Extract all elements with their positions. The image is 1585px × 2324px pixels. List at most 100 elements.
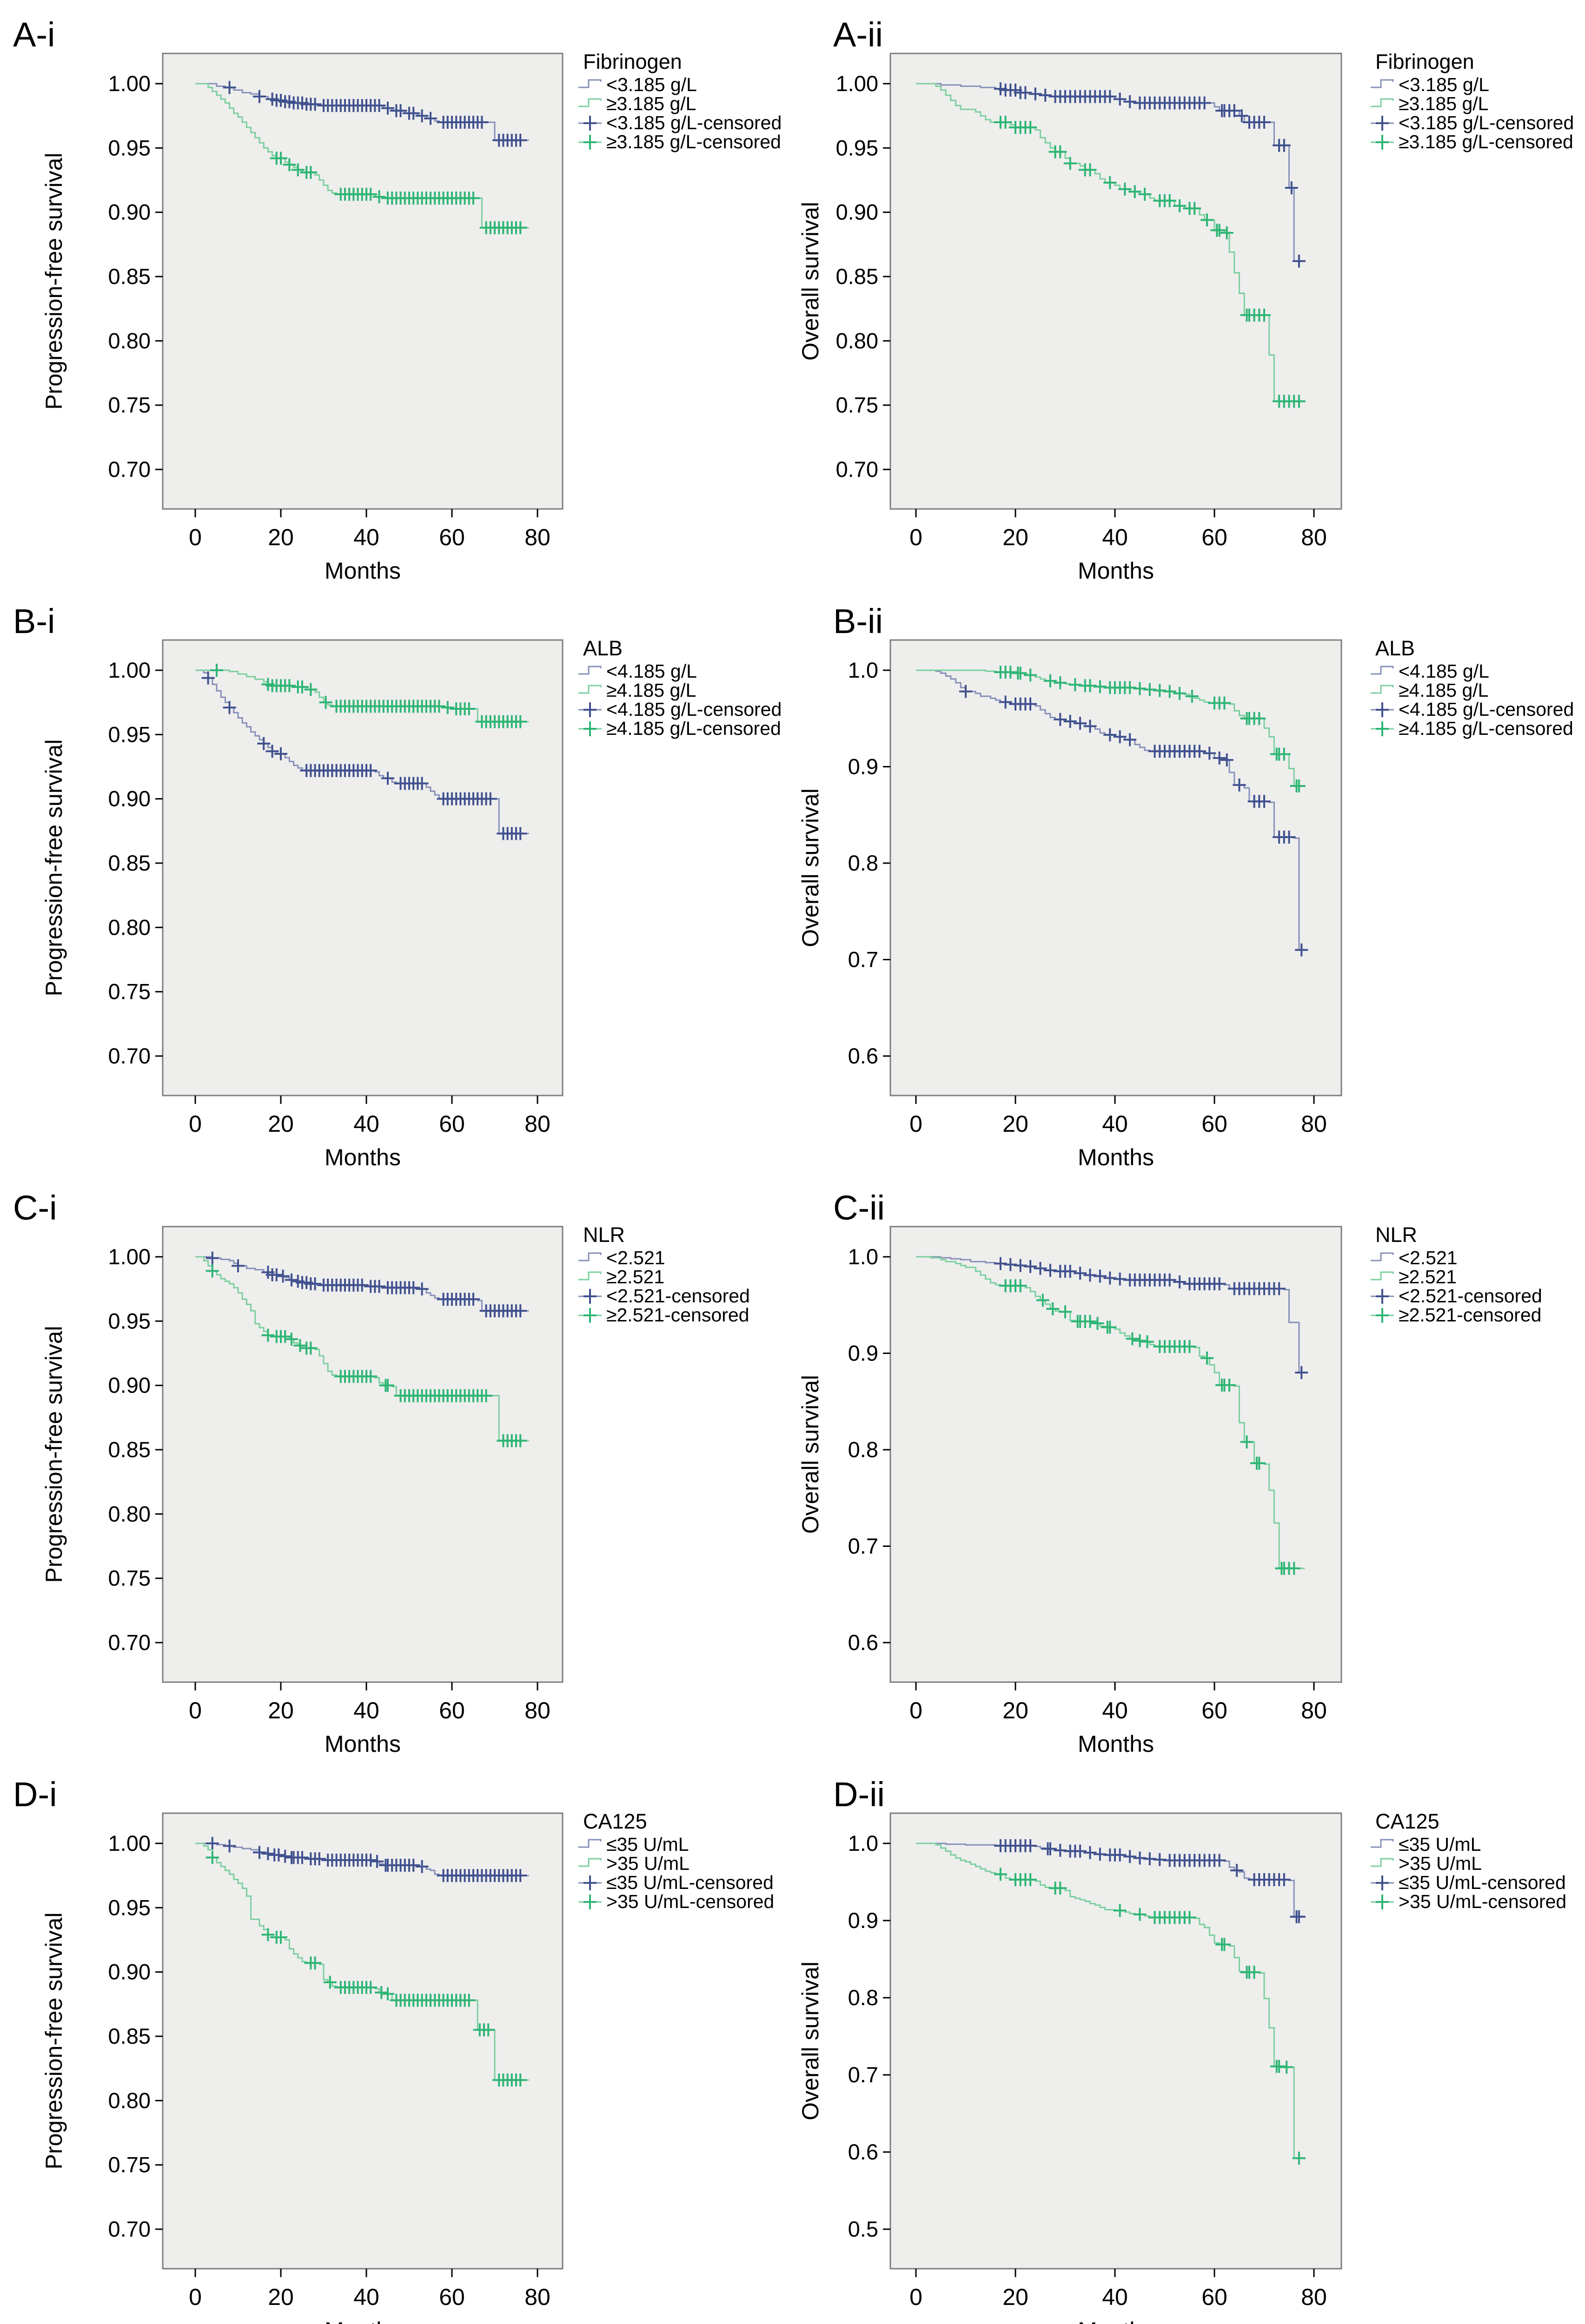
y-tick-label: 1.00 (108, 1831, 151, 1855)
plot-area (162, 639, 564, 1096)
panel-B-ii: B-ii 1.0 0.9 0.8 0.7 0.6 0 20 40 60 80 Months Overal… (790, 587, 1583, 1173)
panel-label: B-ii (833, 602, 883, 640)
x-tick-label: 80 (1301, 2284, 1327, 2310)
legend-title: NLR (1375, 1223, 1417, 1247)
panel-label: A-i (13, 15, 55, 54)
legend-entry-label: <4.185 g/L-censored (606, 699, 782, 720)
y-tick-label: 1.00 (108, 1244, 151, 1269)
legend-entry-label: ≥3.185 g/L (1399, 93, 1489, 114)
y-tick-label: 1.0 (848, 658, 878, 682)
y-tick-label: 0.70 (108, 1043, 151, 1068)
legend-step-icon-green (578, 1858, 602, 1867)
panel-svg-D-ii: D-ii 1.0 0.9 0.8 0.7 0.6 0.5 0 20 40 60 80 Months Ove… (797, 1775, 1566, 2324)
y-tick-label: 0.8 (848, 1437, 878, 1462)
survival-curve-green (916, 1842, 1304, 2159)
y-tick-label: 0.90 (108, 786, 151, 811)
x-tick-label: 40 (1102, 2284, 1128, 2310)
survival-curve-blue (916, 1256, 1304, 1373)
x-tick-label: 40 (353, 2284, 379, 2310)
legend-step-icon-blue (578, 79, 602, 88)
x-axis-title: Months (1078, 2317, 1154, 2324)
plot-area (162, 53, 564, 510)
y-tick-label: 0.85 (108, 2024, 151, 2048)
legend-entry-label: <4.185 g/L (1399, 660, 1489, 682)
y-tick-label: 0.8 (848, 851, 878, 875)
y-tick-label: 1.00 (108, 658, 151, 682)
panel-C-i: C-i 1.00 0.95 0.90 0.85 0.80 0.75 0.70 0 20 40 60 80… (0, 1173, 792, 1760)
y-axis-title: Overall survival (797, 1375, 823, 1534)
legend-step-icon-blue (1371, 666, 1394, 675)
y-tick-label: 0.9 (848, 1908, 878, 1933)
y-tick-label: 0.75 (108, 979, 151, 1004)
y-tick-label: 0.90 (836, 200, 878, 224)
x-tick-label: 80 (524, 524, 550, 550)
legend-entry-label: ≥2.521 (1399, 1266, 1457, 1287)
legend-title: Fibrinogen (583, 50, 682, 73)
x-tick-label: 20 (268, 1111, 294, 1137)
legend-entry-label: <2.521-censored (606, 1285, 750, 1307)
y-axis-title: Overall survival (797, 788, 823, 947)
panel-svg-B-ii: B-ii 1.0 0.9 0.8 0.7 0.6 0 20 40 60 80 Months Overal… (797, 602, 1574, 1170)
x-tick-label: 0 (909, 1697, 922, 1723)
y-tick-label: 0.6 (848, 1043, 878, 1068)
x-tick-label: 40 (353, 1697, 379, 1723)
x-tick-label: 80 (1301, 1697, 1327, 1723)
x-axis-title: Months (325, 1144, 401, 1170)
y-tick-label: 0.9 (848, 1341, 878, 1366)
legend-entry-label: <3.185 g/L-censored (606, 112, 782, 133)
y-tick-label: 0.80 (108, 915, 151, 939)
legend-entry-label: >35 U/mL (606, 1853, 690, 1874)
legend-title: NLR (583, 1223, 625, 1247)
x-axis-title: Months (1078, 558, 1154, 584)
x-tick-label: 60 (439, 2284, 465, 2310)
y-tick-label: 1.00 (108, 71, 151, 96)
legend-entry-label: ≤35 U/mL-censored (1399, 1872, 1566, 1893)
legend-entry-label: ≥4.185 g/L (606, 680, 696, 701)
y-tick-label: 0.95 (836, 135, 878, 160)
y-tick-label: 0.8 (848, 1985, 878, 2010)
y-tick-label: 0.90 (108, 1373, 151, 1398)
y-axis-title: Overall survival (797, 1961, 823, 2120)
survival-curve-green (916, 1256, 1305, 1570)
legend-entry-label: <3.185 g/L (1399, 74, 1489, 95)
panel-svg-C-ii: C-ii 1.0 0.9 0.8 0.7 0.6 0 20 40 60 80 Months Overal… (797, 1188, 1542, 1757)
legend-step-icon-green (1371, 685, 1394, 694)
legend-entry-label: ≤35 U/mL-censored (606, 1872, 774, 1893)
y-tick-label: 0.80 (108, 1501, 151, 1526)
y-axis-title: Progression-free survival (41, 1326, 67, 1583)
plot-area (889, 1812, 1342, 2270)
legend-step-icon-blue (1371, 1839, 1394, 1848)
legend-entry-label: <2.521-censored (1399, 1285, 1542, 1307)
x-tick-label: 20 (1002, 1111, 1028, 1137)
x-tick-label: 20 (268, 524, 294, 550)
y-tick-label: 0.70 (108, 457, 151, 482)
legend-entry-label: >35 U/mL-censored (1399, 1891, 1566, 1912)
panel-svg-B-i: B-i 1.00 0.95 0.90 0.85 0.80 0.75 0.70 0 20 40 60 80… (13, 602, 782, 1170)
y-axis-title: Progression-free survival (41, 1913, 67, 2170)
x-tick-label: 80 (524, 1111, 550, 1137)
y-tick-label: 0.90 (108, 1960, 151, 1984)
x-tick-label: 60 (439, 1697, 465, 1723)
y-tick-label: 1.00 (836, 71, 878, 96)
legend-entry-label: ≥4.185 g/L (1399, 680, 1489, 701)
x-axis-title: Months (1078, 1144, 1154, 1170)
x-tick-label: 40 (353, 524, 379, 550)
legend-entry-label: >35 U/mL (1399, 1853, 1482, 1874)
y-tick-label: 0.70 (108, 2217, 151, 2241)
x-axis-title: Months (1078, 1731, 1154, 1757)
legend-title: CA125 (1375, 1809, 1439, 1833)
y-tick-label: 0.75 (836, 393, 878, 417)
legend-step-icon-blue (578, 1839, 602, 1848)
legend-entry-label: ≥3.185 g/L-censored (606, 131, 781, 152)
legend-step-icon-green (578, 98, 602, 107)
x-tick-label: 20 (1002, 2284, 1028, 2310)
y-axis-title: Progression-free survival (41, 739, 67, 997)
legend-entry-label: ≥3.185 g/L-censored (1399, 131, 1573, 152)
x-tick-label: 80 (1301, 524, 1327, 550)
y-tick-label: 0.70 (836, 457, 878, 482)
x-tick-label: 60 (439, 524, 465, 550)
y-tick-label: 0.85 (836, 264, 878, 289)
y-tick-label: 0.6 (848, 2139, 878, 2164)
legend-entry-label: ≥2.521-censored (1399, 1304, 1541, 1326)
